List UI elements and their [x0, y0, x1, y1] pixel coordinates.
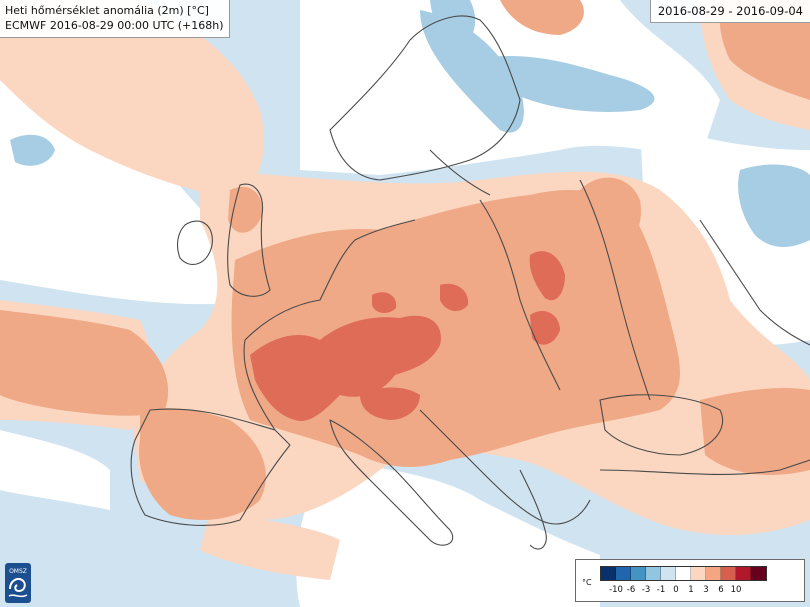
- legend-ticks: -10 -6 -3 -1 0 1 3 6 10: [600, 585, 780, 597]
- coastlines: [130, 15, 810, 550]
- color-legend: °C -10 -6 -3 -1 0 1 3 6 10: [575, 559, 805, 602]
- logo-text: OMSZ: [9, 568, 27, 575]
- model-run-label: ECMWF 2016-08-29 00:00 UTC (+168h): [5, 19, 224, 32]
- date-range-label: 2016-08-29 - 2016-09-04: [649, 0, 810, 23]
- legend-tick-label: 0: [673, 585, 679, 595]
- legend-swatch: [676, 567, 691, 580]
- legend-tick-label: -3: [641, 585, 651, 595]
- legend-swatch: [661, 567, 676, 580]
- warm-strong-areas: [250, 251, 565, 421]
- legend-color-bar: [600, 566, 767, 581]
- legend-tick-label: 1: [688, 585, 694, 595]
- legend-swatch: [601, 567, 616, 580]
- legend-swatch: [631, 567, 646, 580]
- legend-swatch: [706, 567, 721, 580]
- legend-tick-label: -10: [609, 585, 623, 595]
- cool-anomaly-patches: [10, 0, 810, 247]
- map-title: Heti hőmérséklet anomália (2m) [°C]: [5, 4, 209, 17]
- legend-unit: °C: [582, 578, 592, 587]
- legend-tick-label: -6: [626, 585, 636, 595]
- omsz-logo-icon: OMSZ: [5, 563, 31, 603]
- legend-tick-label: 10: [730, 585, 742, 595]
- legend-swatch: [646, 567, 661, 580]
- legend-tick-label: 3: [703, 585, 709, 595]
- legend-swatch: [736, 567, 751, 580]
- warm-mid-areas: [0, 0, 810, 520]
- legend-tick-label: -1: [656, 585, 666, 595]
- legend-tick-label: 6: [718, 585, 724, 595]
- legend-swatch: [751, 567, 766, 580]
- map-title-box: Heti hőmérséklet anomália (2m) [°C] ECMW…: [0, 0, 230, 38]
- legend-swatch: [616, 567, 631, 580]
- legend-swatch: [691, 567, 706, 580]
- legend-swatch: [721, 567, 736, 580]
